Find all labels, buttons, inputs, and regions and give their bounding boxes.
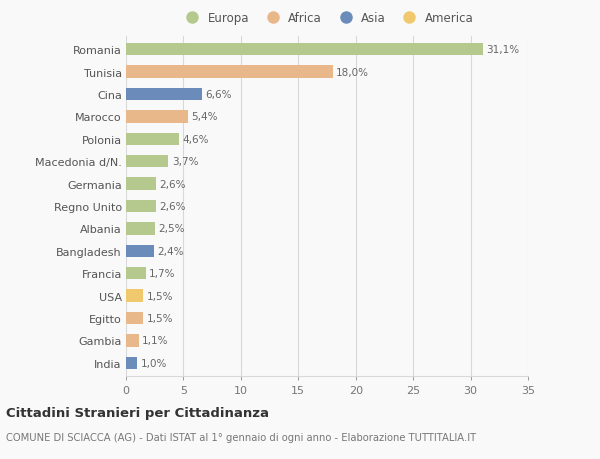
Text: 6,6%: 6,6% bbox=[205, 90, 232, 100]
Legend: Europa, Africa, Asia, America: Europa, Africa, Asia, America bbox=[176, 7, 478, 29]
Text: 1,5%: 1,5% bbox=[146, 313, 173, 323]
Bar bbox=[126, 134, 179, 146]
Text: 5,4%: 5,4% bbox=[191, 112, 218, 122]
Bar bbox=[126, 335, 139, 347]
Bar bbox=[126, 357, 137, 369]
Text: 1,0%: 1,0% bbox=[141, 358, 167, 368]
Text: 18,0%: 18,0% bbox=[336, 67, 369, 78]
Bar bbox=[126, 245, 154, 257]
Text: 3,7%: 3,7% bbox=[172, 157, 199, 167]
Bar bbox=[126, 44, 483, 56]
Bar bbox=[126, 156, 169, 168]
Bar bbox=[126, 89, 202, 101]
Text: 1,5%: 1,5% bbox=[146, 291, 173, 301]
Bar bbox=[126, 268, 146, 280]
Bar bbox=[126, 67, 333, 78]
Bar bbox=[126, 312, 143, 325]
Text: 1,7%: 1,7% bbox=[149, 269, 175, 279]
Text: 31,1%: 31,1% bbox=[487, 45, 520, 55]
Text: 2,6%: 2,6% bbox=[160, 179, 186, 189]
Text: Cittadini Stranieri per Cittadinanza: Cittadini Stranieri per Cittadinanza bbox=[6, 406, 269, 419]
Text: 4,6%: 4,6% bbox=[182, 134, 209, 145]
Bar bbox=[126, 223, 155, 235]
Text: 2,6%: 2,6% bbox=[160, 202, 186, 212]
Text: 2,5%: 2,5% bbox=[158, 224, 185, 234]
Text: 2,4%: 2,4% bbox=[157, 246, 184, 256]
Text: COMUNE DI SCIACCA (AG) - Dati ISTAT al 1° gennaio di ogni anno - Elaborazione TU: COMUNE DI SCIACCA (AG) - Dati ISTAT al 1… bbox=[6, 432, 476, 442]
Bar bbox=[126, 111, 188, 123]
Bar bbox=[126, 201, 156, 213]
Bar bbox=[126, 178, 156, 190]
Bar bbox=[126, 290, 143, 302]
Text: 1,1%: 1,1% bbox=[142, 336, 169, 346]
